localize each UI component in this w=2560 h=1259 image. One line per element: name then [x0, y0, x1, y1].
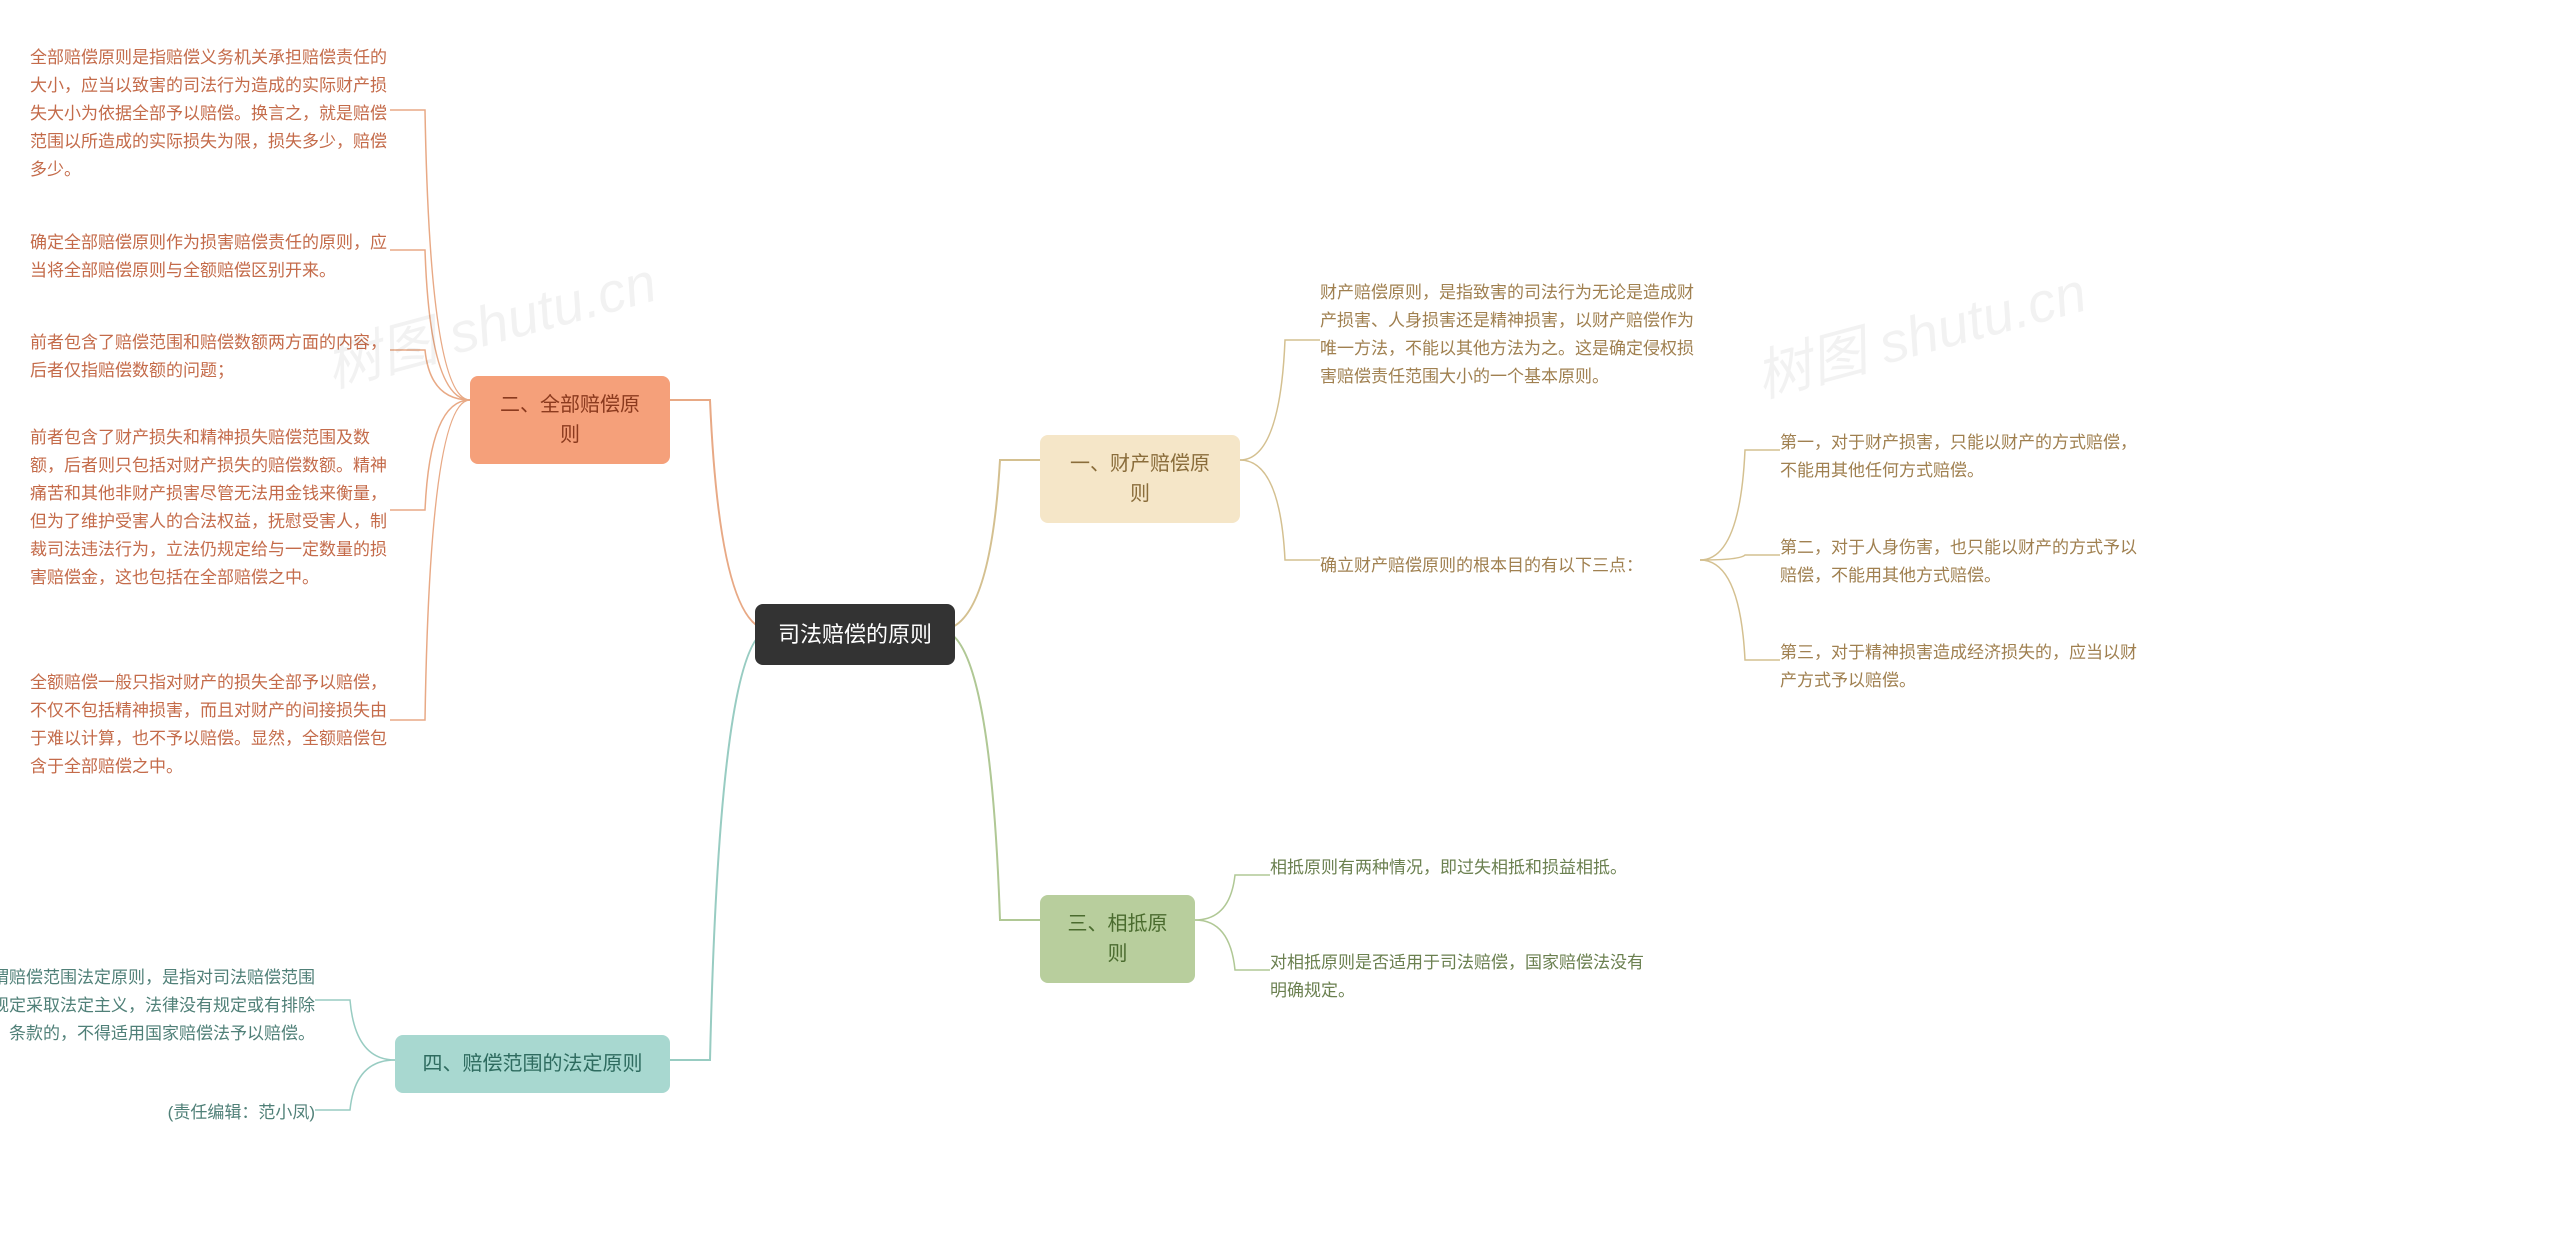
- branch2-leaf-4: 全额赔偿一般只指对财产的损失全部予以赔偿，不仅不包括精神损害，而且对财产的间接损…: [30, 665, 390, 785]
- branch-3-node: 三、相抵原则: [1040, 895, 1195, 983]
- branch1-leaf-0: 财产赔偿原则，是指致害的司法行为无论是造成财产损害、人身损害还是精神损害，以财产…: [1320, 275, 1700, 395]
- branch4-leaf-1: (责任编辑：范小凤): [115, 1095, 315, 1131]
- branch3-leaf-1: 对相抵原则是否适用于司法赔偿，国家赔偿法没有明确规定。: [1270, 945, 1650, 1009]
- branch1-leaf-1: 确立财产赔偿原则的根本目的有以下三点：: [1320, 548, 1700, 584]
- branch-4-node: 四、赔偿范围的法定原则: [395, 1035, 670, 1093]
- root-node: 司法赔偿的原则: [755, 604, 955, 665]
- branch2-leaf-2: 前者包含了赔偿范围和赔偿数额两方面的内容，后者仅指赔偿数额的问题；: [30, 325, 390, 389]
- branch-1-node: 一、财产赔偿原则: [1040, 435, 1240, 523]
- branch2-leaf-3: 前者包含了财产损失和精神损失赔偿范围及数额，后者则只包括对财产损失的赔偿数额。精…: [30, 420, 390, 596]
- branch4-leaf-0: 所谓赔偿范围法定原则，是指对司法赔偿范围的规定采取法定主义，法律没有规定或有排除…: [0, 960, 315, 1052]
- watermark-2: 树图 shutu.cn: [1745, 247, 2094, 413]
- connector-lines: [0, 0, 2560, 1259]
- branch3-leaf-0: 相抵原则有两种情况，即过失相抵和损益相抵。: [1270, 850, 1650, 886]
- branch1-subleaf-2: 第三，对于精神损害造成经济损失的，应当以财产方式予以赔偿。: [1780, 635, 2150, 699]
- branch-2-node: 二、全部赔偿原则: [470, 376, 670, 464]
- branch2-leaf-0: 全部赔偿原则是指赔偿义务机关承担赔偿责任的大小，应当以致害的司法行为造成的实际财…: [30, 40, 390, 188]
- branch1-subleaf-1: 第二，对于人身伤害，也只能以财产的方式予以赔偿，不能用其他方式赔偿。: [1780, 530, 2150, 594]
- branch1-subleaf-0: 第一，对于财产损害，只能以财产的方式赔偿，不能用其他任何方式赔偿。: [1780, 425, 2150, 489]
- branch2-leaf-1: 确定全部赔偿原则作为损害赔偿责任的原则，应当将全部赔偿原则与全额赔偿区别开来。: [30, 225, 390, 289]
